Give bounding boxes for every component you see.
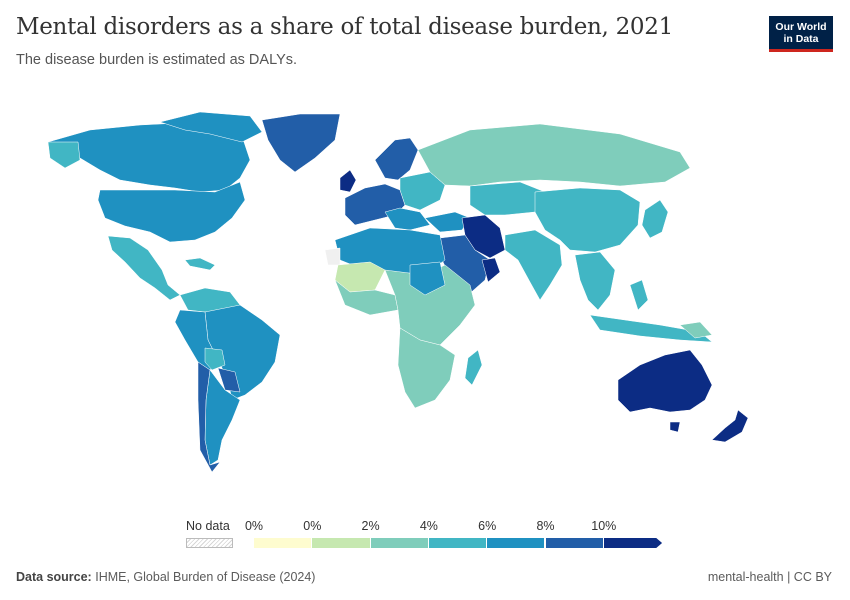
legend-bin-0[interactable]: [254, 538, 313, 548]
page-title: Mental disorders as a share of total dis…: [16, 14, 673, 40]
region-russia[interactable]: [417, 123, 691, 187]
data-source-label: Data source:: [16, 570, 92, 584]
region-south-asia[interactable]: [504, 229, 563, 301]
logo-line-2: in Data: [783, 33, 819, 45]
region-paraguay[interactable]: [217, 367, 241, 393]
legend-tick-label: 0%: [244, 519, 264, 533]
region-bolivia[interactable]: [204, 347, 226, 371]
region-mexico[interactable]: [107, 235, 181, 301]
legend-bin-2[interactable]: [370, 538, 429, 548]
region-southern-africa[interactable]: [397, 327, 456, 409]
region-new-zealand[interactable]: [711, 409, 749, 443]
legend-tick-label: 6%: [478, 519, 497, 533]
legend-bin-5[interactable]: [545, 538, 604, 548]
region-indonesia[interactable]: [589, 314, 713, 343]
region-tasmania[interactable]: [669, 421, 681, 433]
region-philippines[interactable]: [629, 279, 649, 311]
region-central-east-africa[interactable]: [384, 264, 476, 346]
region-canada-arctic[interactable]: [159, 111, 263, 143]
region-western-sahara[interactable]: [324, 247, 341, 266]
region-central-asia[interactable]: [469, 181, 546, 216]
legend-tick-label: 8%: [536, 519, 555, 533]
region-alaska[interactable]: [47, 141, 81, 169]
region-caribbean[interactable]: [184, 257, 216, 271]
legend-bin-6[interactable]: [603, 538, 663, 548]
page-subtitle: The disease burden is estimated as DALYs…: [16, 52, 298, 68]
region-australia[interactable]: [617, 349, 713, 413]
region-uk-ireland[interactable]: [339, 169, 357, 193]
legend-tick-label: 2%: [361, 519, 380, 533]
legend-tick-label: 10%: [591, 519, 617, 533]
region-balkans-italy[interactable]: [384, 207, 431, 231]
region-papua[interactable]: [679, 321, 713, 339]
legend-bin-3[interactable]: [428, 538, 488, 548]
region-sudan[interactable]: [409, 261, 446, 296]
logo-line-1: Our World: [775, 21, 827, 33]
region-chile[interactable]: [197, 361, 221, 473]
data-source: Data source: IHME, Global Burden of Dise…: [16, 570, 315, 584]
region-southeast-asia[interactable]: [574, 251, 616, 311]
owid-logo[interactable]: Our World in Data: [769, 16, 833, 52]
legend-bin-1[interactable]: [312, 538, 371, 548]
region-usa[interactable]: [97, 181, 246, 243]
region-oman[interactable]: [481, 257, 501, 283]
world-map[interactable]: [0, 100, 850, 500]
region-scandinavia[interactable]: [374, 137, 419, 181]
footer-slug-license[interactable]: mental-health | CC BY: [707, 570, 832, 584]
legend-no-data-label: No data: [186, 519, 230, 533]
legend-no-data-swatch: [186, 538, 233, 548]
region-madagascar[interactable]: [464, 349, 483, 386]
data-source-text[interactable]: IHME, Global Burden of Disease (2024): [95, 570, 316, 584]
legend-tick-label: 4%: [419, 519, 438, 533]
legend-bin-4[interactable]: [487, 538, 546, 548]
region-china[interactable]: [534, 187, 641, 253]
region-greenland[interactable]: [261, 113, 341, 173]
region-japan-korea[interactable]: [641, 199, 669, 239]
legend-tick-label: 0%: [303, 519, 322, 533]
